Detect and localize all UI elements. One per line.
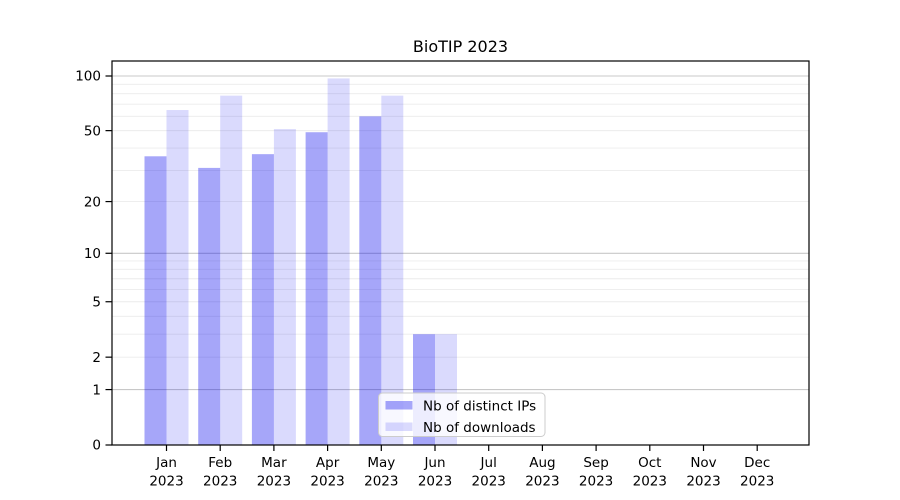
x-tick-label-year: 2023 [310, 474, 344, 490]
x-tick-label-month: Mar [261, 455, 287, 471]
axis-ticks [105, 75, 758, 451]
bar-distinct-ips [198, 167, 221, 445]
legend-swatch [385, 401, 413, 410]
x-tick-label-month: May [367, 455, 395, 471]
bar-distinct-ips [144, 156, 167, 445]
x-tick-label-month: Nov [690, 455, 716, 471]
x-tick-label-year: 2023 [364, 474, 398, 490]
y-tick-label: 5 [92, 294, 101, 310]
x-tick-label-year: 2023 [633, 474, 667, 490]
legend: Nb of distinct IPs Nb of downloads [378, 392, 546, 437]
bar-downloads [166, 110, 189, 445]
x-tick-label-month: Jan [155, 455, 177, 471]
y-tick-label: 50 [84, 123, 101, 139]
y-tick-label: 1 [92, 382, 101, 398]
x-tick-label-year: 2023 [472, 474, 506, 490]
y-tick-label: 100 [75, 69, 101, 85]
bar-distinct-ips [305, 132, 328, 445]
x-tick-label-month: Jun [423, 455, 445, 471]
legend-label: Nb of distinct IPs [423, 399, 536, 415]
x-tick-label-month: Jul [480, 455, 497, 471]
y-tick-label: 2 [92, 350, 101, 366]
bar-distinct-ips [359, 116, 382, 445]
x-tick-label-month: Dec [744, 455, 770, 471]
y-tick-label: 20 [84, 194, 101, 210]
y-tick-label: 0 [92, 438, 101, 454]
x-tick-label-year: 2023 [579, 474, 613, 490]
legend-box [378, 392, 546, 437]
x-tick-label-month: Apr [316, 455, 340, 471]
bar-downloads [327, 78, 350, 445]
axis-labels: 0 1 2 5 10 20 50 100 Jan 2023 Feb 2023 Mar 2023 Apr 202… [75, 69, 774, 490]
legend-swatch [385, 422, 413, 431]
bar-distinct-ips [251, 154, 274, 446]
x-tick-label-year: 2023 [257, 474, 291, 490]
x-tick-label-month: Sep [583, 455, 608, 471]
x-tick-label-month: Feb [208, 455, 232, 471]
x-tick-label-month: Oct [638, 455, 661, 471]
x-tick-label-year: 2023 [418, 474, 452, 490]
x-tick-label-year: 2023 [686, 474, 720, 490]
x-tick-label-year: 2023 [525, 474, 559, 490]
bar-downloads [381, 95, 404, 446]
y-tick-label: 10 [84, 246, 101, 262]
bar-downloads [273, 129, 296, 445]
legend-label: Nb of downloads [423, 420, 536, 436]
x-tick-label-year: 2023 [149, 474, 183, 490]
x-tick-label-year: 2023 [740, 474, 774, 490]
bar-downloads [220, 95, 243, 446]
gridlines [112, 75, 809, 391]
x-tick-label-year: 2023 [203, 474, 237, 490]
x-tick-label-month: Aug [529, 455, 555, 471]
chart-title: BioTIP 2023 [413, 37, 508, 56]
